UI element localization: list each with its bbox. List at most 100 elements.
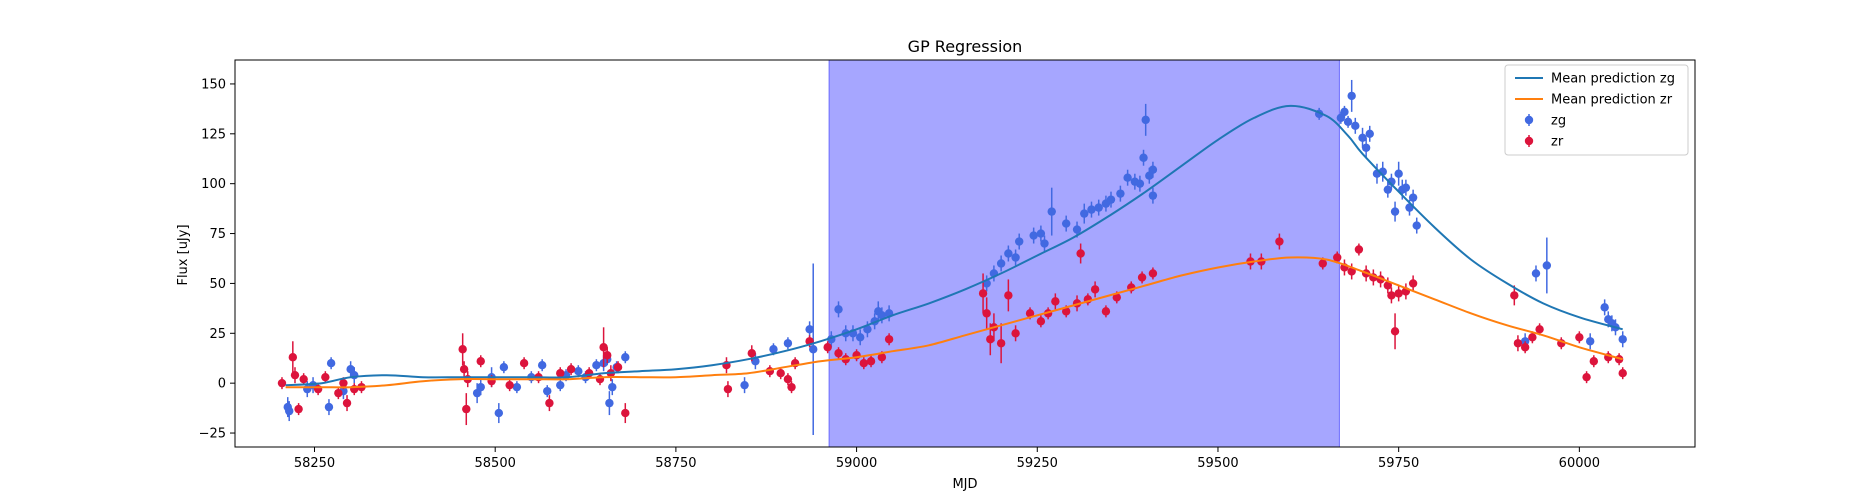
data-point [1025, 309, 1035, 318]
axes: 58250 58500 58750 59000 59250 59500 59750 60000… [199, 59, 1696, 471]
x-axis-label: MJD [952, 477, 977, 492]
data-point [350, 370, 359, 380]
data-point [1040, 239, 1049, 248]
data-point [566, 365, 576, 374]
data-point [982, 309, 991, 318]
data-point [476, 357, 485, 366]
data-point [834, 349, 843, 358]
data-point [986, 335, 995, 344]
y-tick-label: 75 [209, 227, 226, 242]
data-point [1401, 183, 1411, 192]
data-point [809, 345, 818, 354]
legend-item: Mean prediction zr [1515, 93, 1673, 108]
legend-item: Mean prediction zg [1515, 72, 1675, 87]
legend-label: zg [1551, 114, 1566, 129]
data-point [1394, 289, 1403, 298]
data-point [1513, 339, 1523, 348]
data-point [996, 339, 1006, 348]
data-point [1365, 129, 1374, 139]
data-point [996, 259, 1006, 268]
data-point [613, 363, 623, 372]
plot-area [277, 60, 1627, 447]
data-point [459, 365, 469, 374]
data-point [1137, 273, 1147, 282]
legend-point-marker [1524, 115, 1534, 125]
plot-content [277, 60, 1627, 447]
data-point [1106, 195, 1116, 204]
data-point [823, 343, 832, 352]
y-tick-label: 100 [201, 177, 226, 192]
data-point [505, 380, 514, 390]
data-point [288, 353, 298, 362]
data-point [1011, 253, 1020, 262]
data-point [1351, 121, 1360, 131]
data-point [1123, 173, 1132, 182]
data-point [769, 345, 778, 354]
data-point [1029, 231, 1038, 240]
data-point [776, 368, 785, 378]
data-point [608, 382, 617, 392]
data-point [1528, 333, 1537, 342]
data-point [1087, 205, 1096, 214]
legend-point-marker [1524, 136, 1534, 146]
data-point [1090, 285, 1100, 294]
data-point [1535, 325, 1544, 334]
x-tick-label: 59750 [1378, 456, 1419, 471]
data-point [1116, 189, 1125, 198]
data-point [462, 404, 471, 414]
data-point [834, 305, 843, 314]
data-point [1589, 357, 1599, 366]
data-point [1036, 229, 1046, 238]
data-point [1358, 133, 1367, 142]
data-point [324, 402, 334, 412]
data-point [537, 361, 547, 370]
data-point [1600, 303, 1609, 312]
data-point [334, 388, 343, 398]
data-point [1408, 193, 1418, 202]
data-point [603, 351, 612, 360]
data-point [290, 370, 300, 380]
x-tick-label: 59250 [1017, 456, 1058, 471]
data-point [787, 382, 796, 392]
data-point [321, 372, 330, 382]
data-point [494, 408, 504, 418]
data-point [1618, 368, 1627, 378]
data-point [877, 353, 887, 362]
data-point [621, 353, 630, 362]
data-point [866, 357, 876, 366]
legend-item: zg [1524, 114, 1566, 129]
data-point [1585, 337, 1595, 346]
y-axis-label: Flux [uJy] [176, 224, 191, 285]
y-tick-label: 150 [201, 77, 226, 92]
data-point [277, 378, 287, 388]
y-tick-label: 0 [218, 377, 226, 392]
data-point [723, 384, 733, 394]
data-point [592, 361, 601, 370]
data-point [1510, 291, 1519, 300]
data-point [1051, 297, 1060, 306]
data-point [1390, 207, 1400, 216]
data-point [1347, 267, 1356, 276]
data-point [1148, 165, 1158, 174]
data-point [1004, 249, 1013, 258]
data-point [1011, 329, 1020, 338]
legend-item: zr [1524, 135, 1564, 150]
legend-label: Mean prediction zr [1551, 93, 1673, 108]
data-point [855, 333, 865, 342]
data-point [1582, 372, 1591, 382]
data-point [1148, 269, 1158, 278]
legend: Mean prediction zg Mean prediction zr zg zr [1504, 64, 1689, 156]
data-point [458, 345, 467, 354]
data-point [1343, 117, 1353, 127]
series-line [285, 104, 1623, 387]
data-point [1340, 107, 1349, 117]
data-point [884, 335, 894, 344]
data-point [499, 363, 509, 372]
data-point [1354, 245, 1364, 254]
data-point [1080, 209, 1089, 218]
data-point [605, 398, 614, 408]
data-point [1076, 249, 1085, 258]
data-point [863, 325, 872, 334]
data-point [543, 386, 552, 396]
data-point [1520, 343, 1530, 352]
